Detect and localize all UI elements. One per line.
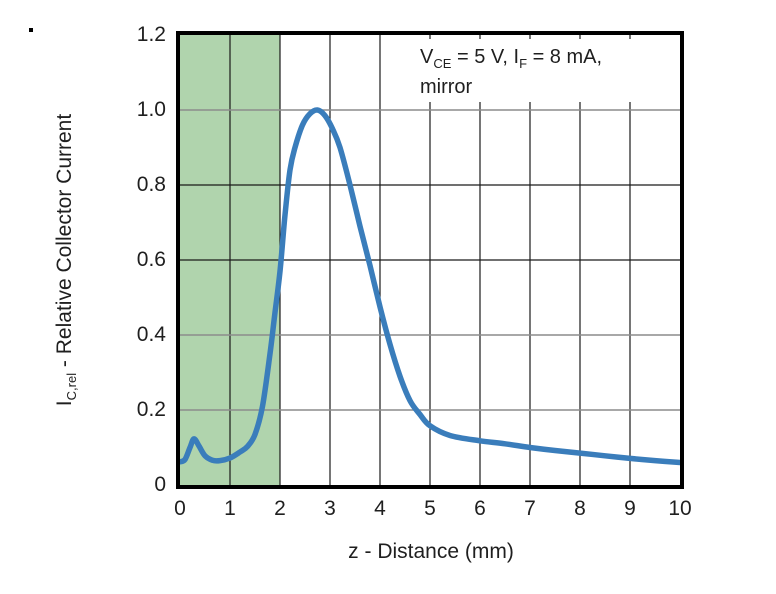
chart-canvas [180, 35, 680, 485]
annotation-tail-text: = 8 mA, [527, 46, 603, 68]
x-tick-label: 9 [624, 497, 636, 520]
x-tick-label: 6 [474, 497, 486, 520]
annotation-box: VCE = 5 V, IF = 8 mA, mirror [390, 39, 676, 102]
plot-area: VCE = 5 V, IF = 8 mA, mirror [176, 31, 684, 489]
x-tick-label: 7 [524, 497, 536, 520]
x-tick-label: 1 [224, 497, 236, 520]
annotation-vce-symbol: V [420, 46, 434, 68]
y-axis-title-symbol: I [53, 400, 76, 407]
y-tick-label: 1.0 [136, 98, 166, 121]
annotation-mirror-label: mirror [420, 76, 473, 98]
x-tick-label: 0 [174, 497, 186, 520]
annotation-vce-subscript: CE [433, 56, 452, 71]
x-axis-title: z - Distance (mm) [348, 540, 514, 563]
annotation-mid-text: = 5 V, I [451, 46, 520, 68]
y-axis-title-text: - Relative Collector Current [53, 113, 76, 373]
y-axis-title-subscript: C,rel [64, 372, 80, 401]
x-tick-label: 4 [374, 497, 386, 520]
y-tick-label: 0.8 [136, 173, 166, 196]
y-tick-label: 0.6 [136, 248, 166, 271]
y-tick-label: 0.2 [136, 398, 166, 421]
y-tick-label: 0.4 [136, 323, 166, 346]
annotation-conditions: VCE = 5 V, IF = 8 mA, [420, 42, 676, 72]
x-tick-label: 5 [424, 497, 436, 520]
x-tick-label: 10 [668, 497, 692, 520]
x-tick-label: 3 [324, 497, 336, 520]
corner-dot-icon [29, 28, 33, 32]
x-tick-label: 8 [574, 497, 586, 520]
y-tick-label: 1.2 [136, 23, 166, 46]
annotation-if-subscript: F [519, 56, 528, 71]
y-tick-label: 0 [154, 473, 166, 496]
y-axis-title: IC,rel - Relative Collector Current [52, 34, 80, 486]
x-tick-label: 2 [274, 497, 286, 520]
data-curve [180, 107, 680, 466]
